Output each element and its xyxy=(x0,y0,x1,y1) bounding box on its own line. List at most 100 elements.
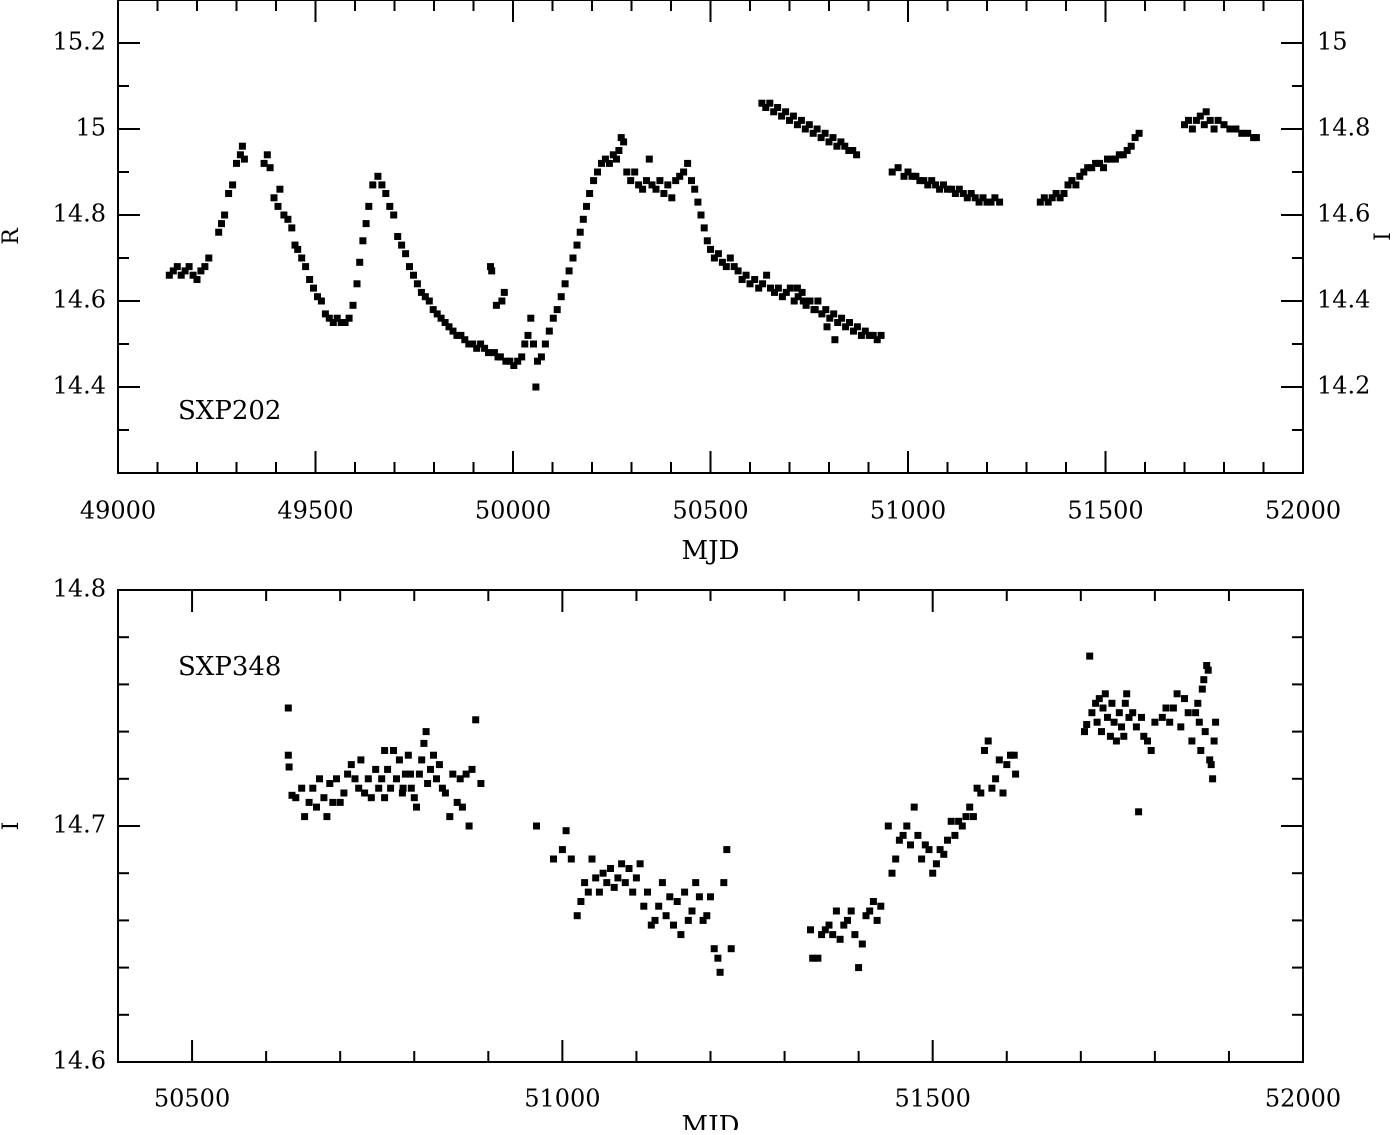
top-data-point xyxy=(617,134,625,142)
top-y-right-axis-label: I xyxy=(1371,232,1394,241)
bottom-data-point xyxy=(1112,737,1120,745)
top-data-point xyxy=(445,323,453,331)
bottom-data-point xyxy=(577,898,585,905)
bottom-data-point xyxy=(344,770,352,778)
bottom-data-point xyxy=(995,756,1003,764)
bottom-data-point xyxy=(814,954,822,962)
bottom-data-point xyxy=(925,846,933,854)
top-y-axis-label: R xyxy=(0,227,24,245)
bottom-data-point xyxy=(305,798,313,806)
top-data-point xyxy=(707,245,714,253)
top-data-point xyxy=(1100,164,1107,172)
bottom-data-point xyxy=(355,784,363,792)
top-data-point xyxy=(1220,121,1228,129)
top-data-point xyxy=(936,185,944,193)
bottom-data-point xyxy=(999,789,1007,797)
bottom-data-point xyxy=(1101,690,1109,698)
top-data-point xyxy=(786,284,794,292)
top-data-point xyxy=(1080,168,1088,176)
top-data-point xyxy=(955,185,963,193)
top-data-point xyxy=(842,323,850,331)
top-data-point xyxy=(1252,134,1260,142)
top-data-point xyxy=(425,297,433,305)
top-x-tick-label: 50500 xyxy=(672,497,748,525)
bottom-data-point xyxy=(384,765,392,773)
top-data-point xyxy=(798,288,806,296)
top-x-tick-label: 50000 xyxy=(475,497,551,525)
bottom-data-point xyxy=(1162,704,1170,712)
top-data-point xyxy=(609,151,617,159)
bottom-data-point xyxy=(1088,709,1096,717)
top-data-point xyxy=(684,159,692,167)
top-data-point xyxy=(838,314,846,322)
top-data-point xyxy=(406,263,413,271)
bottom-data-point xyxy=(1135,808,1143,816)
bottom-data-point xyxy=(1192,709,1200,717)
bottom-data-point xyxy=(1108,699,1116,707)
top-data-point xyxy=(996,198,1004,206)
bottom-data-point xyxy=(632,874,640,882)
bottom-x-tick-label: 51500 xyxy=(895,1085,971,1113)
top-data-point xyxy=(790,297,798,305)
top-data-point xyxy=(627,177,635,185)
top-data-point xyxy=(697,211,705,219)
top-data-point xyxy=(221,211,229,219)
top-data-point xyxy=(1123,147,1131,154)
top-data-point xyxy=(908,172,916,180)
top-data-point xyxy=(821,129,829,137)
top-data-point xyxy=(1115,151,1123,159)
top-data-point xyxy=(1111,155,1119,163)
bottom-data-point xyxy=(918,855,926,863)
top-data-point xyxy=(386,202,394,210)
bottom-data-point xyxy=(357,756,365,764)
top-data-point xyxy=(714,250,722,258)
top-data-point xyxy=(229,181,237,189)
top-data-point xyxy=(325,314,333,322)
top-data-point xyxy=(771,288,778,296)
top-panel-label: SXP202 xyxy=(178,396,281,426)
bottom-data-point xyxy=(393,775,400,783)
bottom-data-point xyxy=(462,770,470,778)
top-y-right-tick-label: 15 xyxy=(1317,28,1348,56)
bottom-data-point xyxy=(361,789,369,797)
top-data-point xyxy=(789,112,797,120)
bottom-data-point xyxy=(285,763,293,771)
bottom-data-point xyxy=(1115,709,1123,717)
top-data-point xyxy=(703,237,711,245)
top-data-point xyxy=(645,155,653,163)
top-data-point xyxy=(829,134,837,142)
bottom-data-point xyxy=(892,855,900,863)
top-data-point xyxy=(605,159,613,167)
bottom-x-tick-label: 51000 xyxy=(524,1085,600,1113)
top-data-point xyxy=(410,271,417,279)
bottom-data-point xyxy=(1181,695,1188,703)
bottom-data-point xyxy=(666,893,674,901)
top-data-point xyxy=(613,155,620,163)
bottom-data-point xyxy=(401,770,409,778)
bottom-data-point xyxy=(418,756,426,764)
top-data-point xyxy=(1084,164,1092,172)
bottom-data-point xyxy=(284,751,292,759)
bottom-data-point xyxy=(399,784,407,792)
top-data-point xyxy=(1056,194,1064,202)
top-data-point xyxy=(853,323,861,331)
top-data-point xyxy=(806,297,814,305)
top-data-point xyxy=(782,288,790,296)
bottom-data-point xyxy=(1138,713,1145,721)
bottom-data-point xyxy=(807,926,814,934)
top-y-tick-label: 14.8 xyxy=(53,200,106,228)
top-data-point xyxy=(201,263,209,271)
top-data-point xyxy=(979,194,987,202)
bottom-data-point xyxy=(1201,728,1209,736)
top-y-tick-label: 15 xyxy=(75,114,106,142)
top-y-right-tick-label: 14.2 xyxy=(1317,372,1370,400)
top-data-point xyxy=(826,314,834,322)
bottom-data-point xyxy=(320,794,328,802)
bottom-data-point xyxy=(329,798,337,806)
top-data-point xyxy=(849,147,857,154)
bottom-data-point xyxy=(395,756,403,764)
bottom-data-point xyxy=(955,817,963,825)
top-data-point xyxy=(823,323,831,331)
top-data-point xyxy=(1127,142,1135,150)
top-data-point xyxy=(688,177,695,185)
